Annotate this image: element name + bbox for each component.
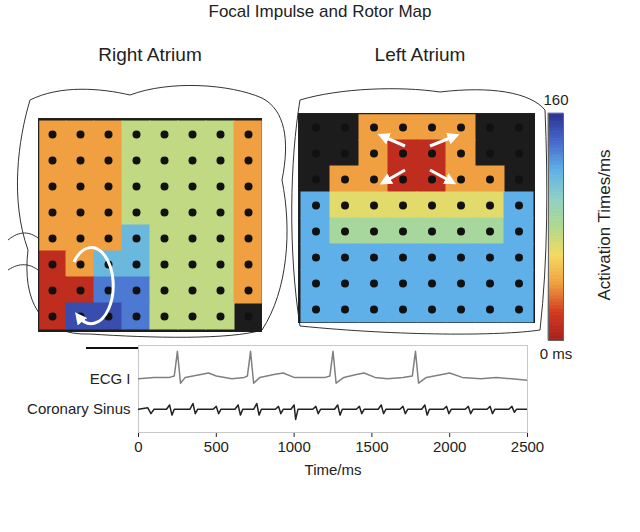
svg-text:1500: 1500 bbox=[355, 438, 388, 455]
html-text:Right Atrium: Right Atrium bbox=[98, 44, 202, 65]
html-text:Focal Impulse and Rotor Map: Focal Impulse and Rotor Map bbox=[208, 2, 432, 21]
svg-text:160: 160 bbox=[543, 91, 568, 108]
svg-text:ECG I: ECG I bbox=[90, 370, 131, 387]
svg-text:500: 500 bbox=[204, 438, 229, 455]
svg-text:Time/ms: Time/ms bbox=[305, 461, 362, 478]
svg-text:0 ms: 0 ms bbox=[540, 345, 573, 362]
html-text:Activation Times/ms: Activation Times/ms bbox=[595, 149, 614, 301]
html-text:Left Atrium: Left Atrium bbox=[374, 44, 466, 65]
svg-text:1000: 1000 bbox=[277, 438, 310, 455]
svg-text:2000: 2000 bbox=[433, 438, 466, 455]
svg-text:0: 0 bbox=[134, 438, 142, 455]
svg-text:Coronary Sinus: Coronary Sinus bbox=[27, 400, 130, 417]
svg-text:2500: 2500 bbox=[511, 438, 544, 455]
